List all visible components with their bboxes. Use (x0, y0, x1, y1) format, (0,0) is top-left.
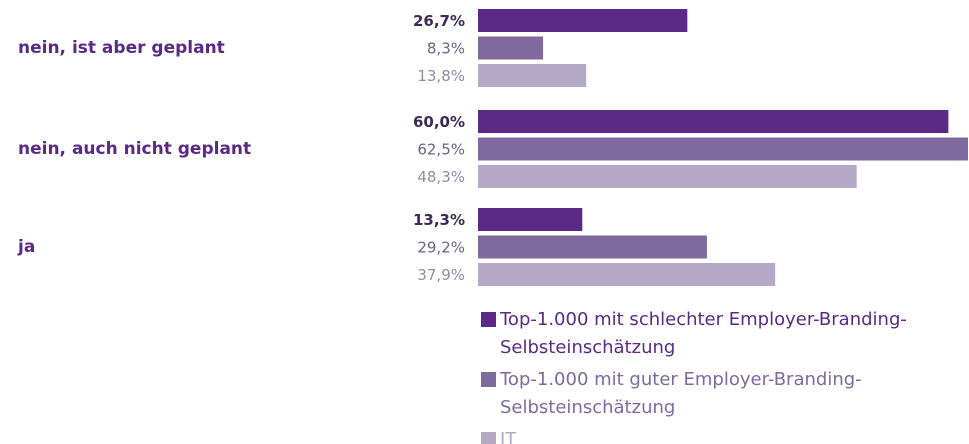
bar (478, 64, 587, 87)
legend-label: Top-1.000 mit schlechter Employer-Brandi… (500, 309, 907, 358)
legend-swatch (481, 312, 496, 327)
value-label: 29,2% (417, 239, 465, 257)
category-label: nein, ist aber geplant (18, 38, 225, 58)
bar (478, 208, 583, 231)
category-label: ja (17, 237, 35, 257)
legend-label: IT (500, 429, 517, 444)
legend-item: Top-1.000 mit schlechter Employer-Brandi… (481, 306, 961, 362)
legend-label: Top-1.000 mit guter Employer-Branding-Se… (500, 369, 862, 418)
category-label: nein, auch nicht geplant (18, 139, 251, 159)
bar (478, 235, 707, 259)
bar (478, 165, 857, 188)
bar (478, 110, 949, 133)
bar (478, 36, 544, 60)
legend-swatch (481, 432, 496, 444)
bar (478, 263, 776, 286)
value-label: 13,8% (417, 67, 465, 85)
value-label: 8,3% (427, 40, 465, 58)
bar (478, 137, 968, 161)
legend-item: Top-1.000 mit guter Employer-Branding-Se… (481, 366, 961, 422)
value-label: 48,3% (417, 168, 465, 186)
legend: Top-1.000 mit schlechter Employer-Brandi… (481, 306, 961, 444)
legend-item: IT (481, 426, 961, 444)
value-label: 37,9% (417, 266, 465, 284)
value-label: 26,7% (413, 12, 465, 30)
value-label: 62,5% (417, 141, 465, 159)
value-label: 13,3% (413, 211, 465, 229)
bar (478, 9, 688, 32)
plot: nein, ist aber geplant 26,7% 8,3% 13,8% nein… (17, 9, 968, 286)
legend-swatch (481, 372, 496, 387)
value-label: 60,0% (413, 113, 465, 131)
